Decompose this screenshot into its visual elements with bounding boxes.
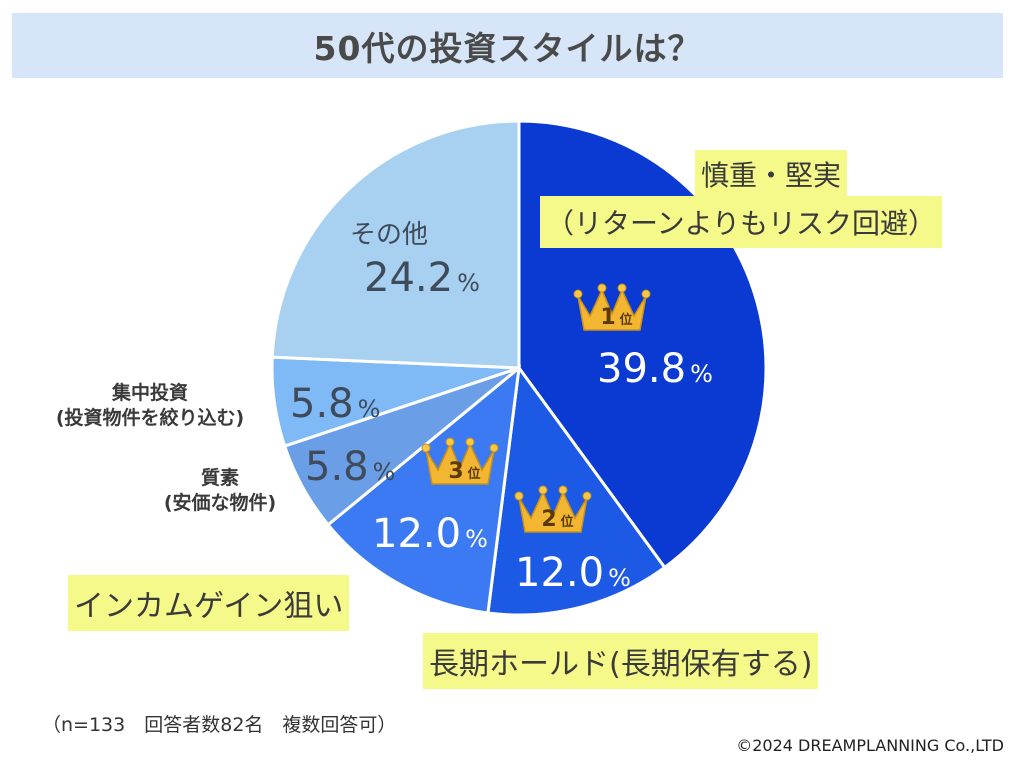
rank-3-number: 3 [448, 459, 463, 484]
slice-3-label: インカムゲイン狙い [68, 575, 350, 631]
pie-slice-2 [486, 364, 667, 617]
pie-slice-6 [270, 119, 521, 370]
chart-title: 50代の投資スタイルは？ [313, 28, 702, 68]
rank-2-number: 2 [541, 507, 556, 532]
chart-title-bar: 50代の投資スタイルは？ [12, 13, 1003, 78]
rank-1-suffix: 位 [619, 312, 632, 328]
slice-4-label: 質素 (安価な物件) [163, 467, 277, 514]
slice-4-value: 5.8% [305, 444, 396, 490]
slice-5-label: 集中投資 (投資物件を絞り込む) [55, 382, 245, 429]
slice-3-value: 12.0% [372, 511, 488, 557]
slice-1-label-line1: 慎重・堅実 [695, 150, 848, 198]
rank-1-number: 1 [600, 305, 615, 330]
pie-slice-3 [326, 364, 521, 615]
slice-5-value: 5.8% [290, 381, 381, 427]
slice-2-value: 12.0% [515, 550, 631, 596]
slice-6-value: 24.2% [364, 255, 480, 301]
slice-2-label: 長期ホールド(長期保有する) [423, 633, 819, 689]
slice-1-value: 39.8% [597, 346, 713, 392]
rank-3-suffix: 位 [467, 466, 480, 482]
slice-1-label-line2: （リターンよりもリスク回避） [540, 196, 943, 248]
rank-2-suffix: 位 [560, 514, 573, 530]
slice-6-label: その他 [350, 220, 429, 250]
copyright: ©2024 DREAMPLANNING Co.,LTD [736, 736, 1004, 755]
footnote: （n=133 回答者数82名 複数回答可） [42, 714, 397, 736]
